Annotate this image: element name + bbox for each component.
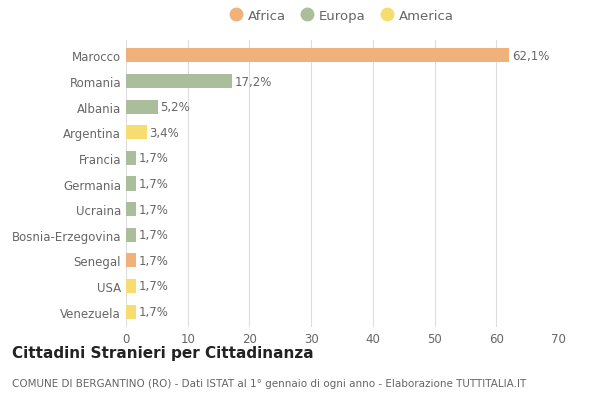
Text: 1,7%: 1,7% — [139, 254, 169, 267]
Text: 17,2%: 17,2% — [235, 75, 272, 88]
Bar — [126, 228, 136, 242]
Text: 62,1%: 62,1% — [512, 50, 549, 63]
Text: 5,2%: 5,2% — [161, 101, 190, 114]
Text: COMUNE DI BERGANTINO (RO) - Dati ISTAT al 1° gennaio di ogni anno - Elaborazione: COMUNE DI BERGANTINO (RO) - Dati ISTAT a… — [12, 378, 526, 388]
Text: 1,7%: 1,7% — [139, 203, 169, 216]
Text: 3,4%: 3,4% — [149, 126, 179, 139]
Bar — [126, 177, 136, 191]
Bar — [126, 126, 147, 140]
Bar — [126, 279, 136, 293]
Text: 1,7%: 1,7% — [139, 280, 169, 293]
Text: 1,7%: 1,7% — [139, 178, 169, 191]
Bar — [126, 151, 136, 166]
Legend: Africa, Europa, America: Africa, Europa, America — [225, 4, 459, 29]
Bar — [126, 100, 158, 115]
Text: 1,7%: 1,7% — [139, 229, 169, 242]
Bar — [126, 254, 136, 268]
Text: 1,7%: 1,7% — [139, 306, 169, 318]
Bar — [126, 202, 136, 217]
Text: Cittadini Stranieri per Cittadinanza: Cittadini Stranieri per Cittadinanza — [12, 346, 314, 361]
Bar — [126, 305, 136, 319]
Bar — [126, 75, 232, 89]
Bar — [126, 49, 509, 63]
Text: 1,7%: 1,7% — [139, 152, 169, 165]
